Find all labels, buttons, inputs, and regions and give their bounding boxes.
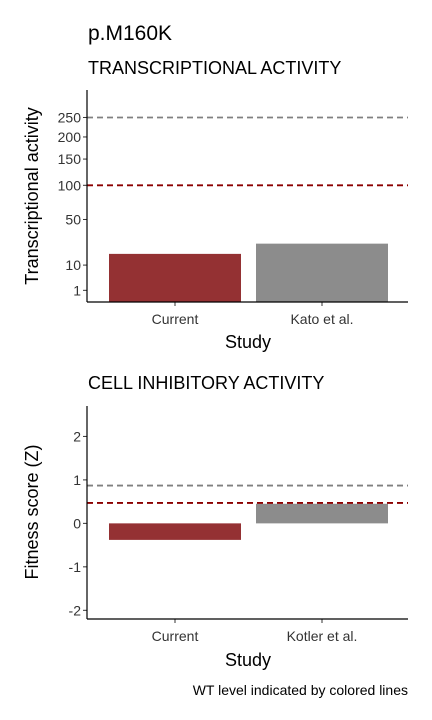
panel-title: CELL INHIBITORY ACTIVITY: [88, 373, 324, 393]
y-axis-label: Transcriptional activity: [22, 107, 42, 284]
y-tick-label-1: -1: [69, 559, 82, 575]
y-tick-label-6: 250: [58, 109, 82, 125]
figure-title: p.M160K: [88, 22, 172, 45]
x-tick-label-0: Current: [152, 311, 199, 327]
caption: WT level indicated by colored lines: [193, 682, 408, 698]
y-ticks: 1 10 50 100 150 200 250: [58, 109, 87, 298]
y-tick-label-4: 2: [73, 428, 81, 444]
y-tick-label-3: 1: [73, 472, 81, 488]
x-tick-label-1: Kotler et al.: [287, 628, 358, 644]
y-ticks: -2 -1 0 1 2: [69, 428, 87, 618]
transcriptional-activity-panel: TRANSCRIPTIONAL ACTIVITY Transcriptional…: [22, 58, 408, 352]
x-ticks: Current Kotler et al.: [152, 619, 358, 644]
bar-1: [256, 243, 388, 302]
x-ticks: Current Kato et al.: [152, 302, 354, 327]
y-tick-label-1: 10: [65, 257, 81, 273]
panel-title: TRANSCRIPTIONAL ACTIVITY: [88, 58, 341, 78]
y-tick-label-3: 100: [58, 177, 82, 193]
bar-0: [109, 253, 241, 302]
x-axis-label: Study: [225, 650, 271, 670]
wt-reference-lines: [87, 484, 408, 504]
y-tick-label-2: 0: [73, 515, 81, 531]
bar-0: [109, 523, 241, 540]
y-tick-label-5: 200: [58, 129, 82, 145]
x-tick-label-0: Current: [152, 628, 199, 644]
x-axis-label: Study: [225, 332, 271, 352]
y-tick-label-4: 150: [58, 151, 82, 167]
y-tick-label-2: 50: [65, 211, 81, 227]
y-axis-label: Fitness score (Z): [22, 444, 42, 579]
bar-1: [256, 503, 388, 524]
x-tick-label-1: Kato et al.: [290, 311, 353, 327]
wt-reference-lines: [87, 116, 408, 187]
bars: [109, 243, 388, 302]
cell-inhibitory-activity-panel: CELL INHIBITORY ACTIVITY Fitness score (…: [22, 373, 408, 670]
y-tick-label-0: 1: [73, 282, 81, 298]
y-tick-label-0: -2: [69, 602, 82, 618]
bars: [109, 503, 388, 540]
